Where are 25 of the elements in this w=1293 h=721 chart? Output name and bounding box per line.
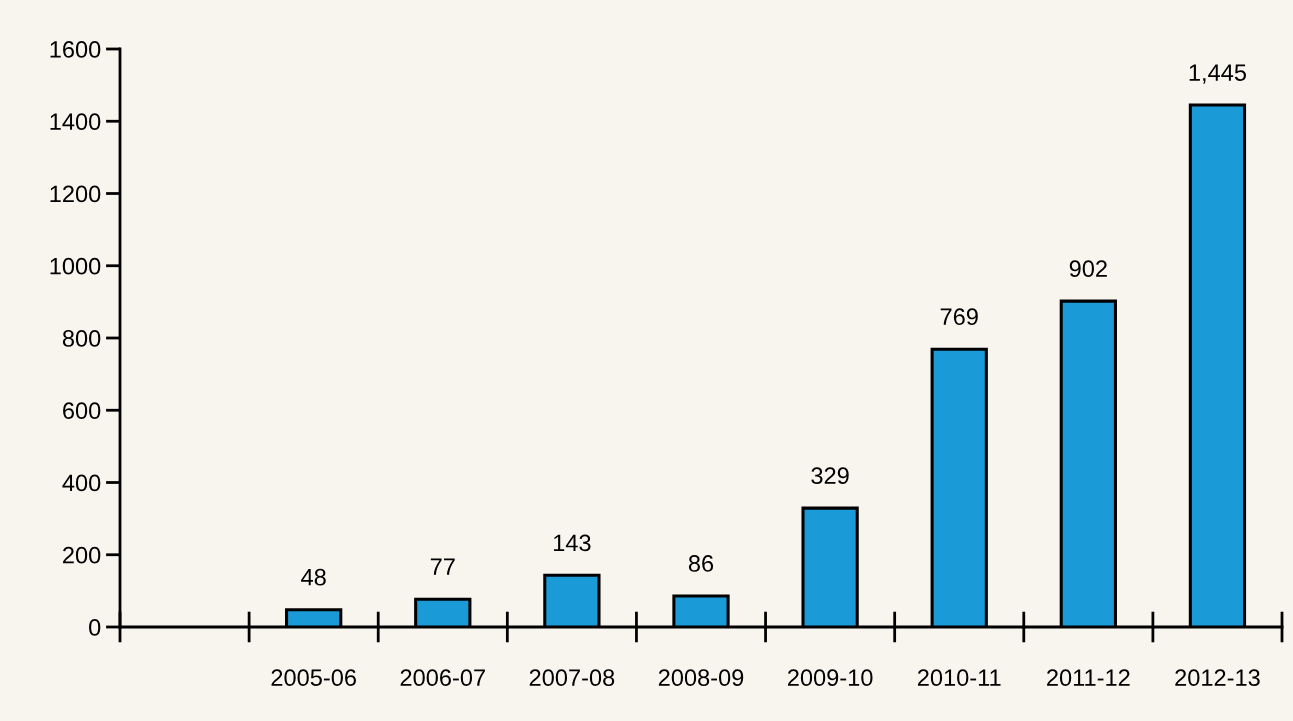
x-tick-label: 2009-10 bbox=[787, 669, 873, 687]
data-label: 48 bbox=[301, 568, 326, 586]
x-tick-label: 2012-13 bbox=[1175, 669, 1260, 687]
x-tick-label: 2007-08 bbox=[529, 669, 615, 687]
data-label: 769 bbox=[940, 308, 978, 326]
y-tick-label: 1000 bbox=[50, 257, 101, 275]
x-tick-label: 2008-09 bbox=[658, 669, 744, 687]
y-tick-label: 1200 bbox=[50, 185, 101, 203]
data-label: 902 bbox=[1069, 260, 1107, 278]
y-tick-label: 1400 bbox=[50, 113, 101, 131]
x-tick-label: 2010-11 bbox=[917, 669, 1001, 687]
x-tick-label: 2006-07 bbox=[400, 669, 485, 687]
y-tick-label: 200 bbox=[63, 546, 101, 564]
data-label: 77 bbox=[430, 558, 455, 575]
y-tick-label: 600 bbox=[63, 402, 101, 420]
data-label: 329 bbox=[811, 467, 849, 485]
y-tick-label: 800 bbox=[62, 330, 101, 347]
y-tick-label: 0 bbox=[89, 619, 101, 636]
x-tick-label: 2005-06 bbox=[271, 669, 356, 687]
x-tick-label: 2011-12 bbox=[1047, 669, 1130, 687]
data-label: 86 bbox=[688, 555, 714, 572]
y-tick-label: 400 bbox=[62, 474, 101, 492]
data-label: 143 bbox=[553, 534, 591, 552]
y-tick-label: 1600 bbox=[50, 41, 101, 58]
data-label: 1,445 bbox=[1189, 64, 1246, 84]
